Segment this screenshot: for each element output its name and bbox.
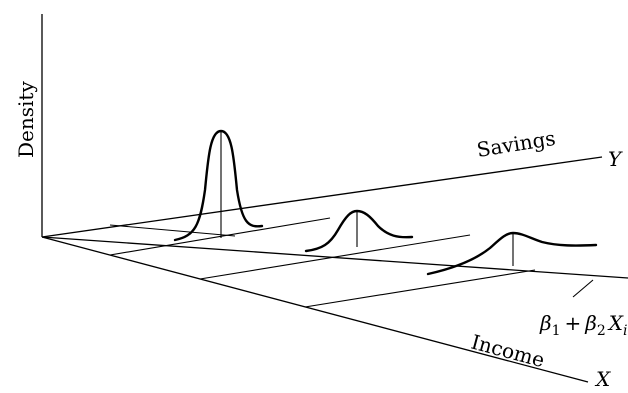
income-label: Income [469,330,547,373]
x-variable: X [607,311,624,335]
density-curve-1 [173,129,264,242]
density-label: Density [14,81,38,158]
income-level-line-3 [304,269,536,308]
regression-label: β1 + β2 Xi [539,311,627,339]
income-level-line-1 [109,217,331,256]
density-curve-3 [426,231,598,276]
subscript-i: i [623,323,627,339]
income-level-line-2 [199,234,471,280]
savings-axis [41,156,603,238]
subscript-1: 1 [552,323,561,339]
plus-sign: + [564,311,581,335]
beta-1: β [539,311,552,335]
regression-label-leader [572,279,594,298]
income-axis [41,236,589,383]
y-axis-label: Y [608,147,623,171]
x-axis-label: X [594,367,611,391]
savings-label: Savings [475,126,557,162]
density-curve-2 [304,209,414,253]
income-level-line-4 [109,224,236,237]
beta-2: β [584,311,597,335]
subscript-2: 2 [597,323,606,339]
